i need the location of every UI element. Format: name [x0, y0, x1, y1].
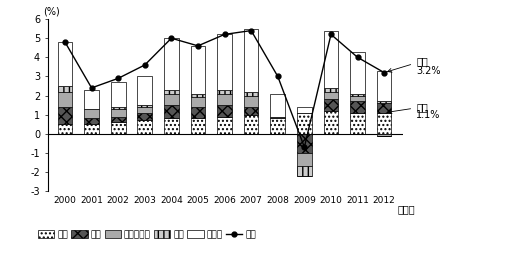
Bar — [111, 82, 126, 107]
Text: 1.1%: 1.1% — [416, 110, 440, 120]
Bar — [324, 31, 338, 88]
Bar — [244, 115, 259, 134]
Bar — [137, 107, 152, 113]
Bar — [377, 134, 392, 136]
Bar — [270, 94, 285, 117]
Bar — [111, 117, 126, 122]
世界 — [328, 33, 334, 36]
Bar — [217, 94, 232, 105]
Bar — [350, 101, 365, 113]
Bar — [377, 103, 392, 113]
Bar — [350, 113, 365, 134]
Bar — [111, 122, 126, 134]
Bar — [377, 71, 392, 101]
Text: 中国: 中国 — [388, 102, 428, 114]
Bar — [164, 38, 179, 90]
世界 — [301, 146, 307, 149]
Text: 3.2%: 3.2% — [416, 66, 440, 76]
Bar — [350, 52, 365, 94]
Bar — [191, 94, 205, 97]
Bar — [377, 101, 392, 103]
Bar — [377, 113, 392, 134]
Bar — [270, 118, 285, 134]
Bar — [58, 86, 72, 92]
Bar — [58, 42, 72, 86]
Bar — [297, 153, 312, 166]
Bar — [191, 118, 205, 134]
Legend: 中国, 米国, ユーロ地域, 日本, その他, 世界: 中国, 米国, ユーロ地域, 日本, その他, 世界 — [34, 227, 260, 243]
Bar — [324, 99, 338, 111]
Text: (%): (%) — [43, 6, 60, 16]
Bar — [297, 113, 312, 134]
Bar — [137, 105, 152, 107]
Bar — [324, 111, 338, 134]
Bar — [84, 109, 99, 118]
世界 — [248, 29, 254, 32]
世界 — [381, 71, 387, 74]
Bar — [111, 107, 126, 109]
Bar — [297, 134, 312, 153]
Bar — [217, 90, 232, 94]
Bar — [164, 118, 179, 134]
Bar — [191, 46, 205, 94]
世界 — [168, 37, 174, 40]
Bar — [137, 120, 152, 134]
Bar — [111, 109, 126, 117]
Bar — [137, 113, 152, 120]
Text: （年）: （年） — [398, 204, 415, 215]
Bar — [84, 124, 99, 134]
Bar — [164, 105, 179, 118]
Bar — [84, 118, 99, 124]
世界 — [275, 75, 281, 78]
Bar — [350, 94, 365, 96]
Bar — [191, 97, 205, 107]
世界 — [62, 40, 68, 44]
世界 — [142, 63, 148, 67]
Bar — [164, 90, 179, 94]
世界 — [222, 33, 228, 36]
世界 — [89, 86, 95, 90]
Bar — [244, 107, 259, 115]
Bar — [191, 107, 205, 118]
Bar — [58, 92, 72, 107]
Bar — [164, 94, 179, 105]
Text: 世界: 世界 — [388, 56, 428, 72]
Bar — [244, 96, 259, 107]
Bar — [270, 117, 285, 118]
Bar — [58, 124, 72, 134]
Bar — [244, 92, 259, 96]
Bar — [324, 88, 338, 92]
Bar — [297, 107, 312, 113]
Bar — [217, 34, 232, 90]
Line: 世界: 世界 — [63, 28, 386, 150]
Bar — [350, 96, 365, 101]
Bar — [324, 92, 338, 99]
世界 — [115, 77, 121, 80]
Bar — [244, 29, 259, 92]
Bar — [137, 76, 152, 105]
Bar — [84, 90, 99, 109]
世界 — [355, 56, 361, 59]
世界 — [195, 44, 201, 48]
Bar — [58, 107, 72, 124]
Bar — [217, 117, 232, 134]
Bar — [297, 166, 312, 176]
Bar — [217, 105, 232, 117]
